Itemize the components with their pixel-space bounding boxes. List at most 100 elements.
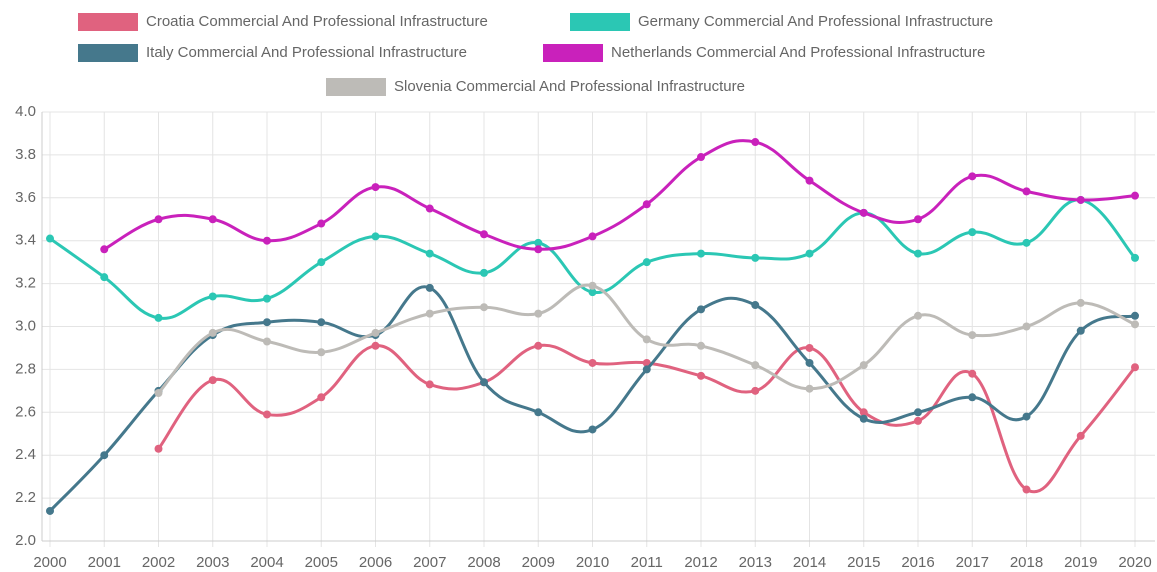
- point: [805, 358, 814, 367]
- point: [1131, 320, 1139, 329]
- point: [100, 451, 109, 460]
- point: [263, 318, 271, 327]
- x-tick-label: 2019: [1064, 554, 1097, 571]
- point: [534, 408, 543, 417]
- x-tick-label: 2001: [88, 554, 121, 571]
- legend-swatch: [78, 13, 138, 31]
- x-tick-label: 2007: [413, 554, 446, 571]
- point: [642, 335, 651, 344]
- point: [317, 219, 326, 228]
- point: [859, 208, 868, 217]
- y-tick-label: 2.2: [15, 489, 36, 506]
- point: [588, 288, 597, 297]
- point: [1131, 363, 1139, 372]
- x-tick-label: 2003: [196, 554, 229, 571]
- point: [154, 313, 163, 322]
- point: [914, 416, 922, 425]
- legend-swatch: [543, 44, 603, 62]
- point: [1131, 311, 1139, 320]
- y-tick-label: 2.6: [15, 403, 36, 420]
- point: [1076, 195, 1085, 204]
- point: [1076, 431, 1085, 440]
- point: [751, 301, 760, 310]
- point: [371, 328, 380, 337]
- x-tick-label: 2018: [1010, 554, 1043, 571]
- point: [968, 369, 977, 378]
- point: [100, 245, 109, 254]
- point: [697, 305, 705, 314]
- point: [642, 365, 651, 374]
- point: [697, 153, 705, 162]
- point: [914, 311, 922, 320]
- point: [805, 249, 814, 258]
- x-tick-label: 2004: [250, 554, 283, 571]
- point: [588, 232, 597, 241]
- point: [480, 378, 488, 387]
- y-tick-label: 3.6: [15, 189, 36, 206]
- point: [1131, 253, 1139, 262]
- point: [697, 371, 705, 380]
- point: [534, 245, 543, 254]
- point: [1076, 298, 1085, 307]
- x-tick-label: 2006: [359, 554, 392, 571]
- point: [317, 393, 326, 402]
- point: [208, 215, 217, 224]
- point: [1022, 322, 1031, 331]
- point: [263, 410, 271, 419]
- point: [263, 337, 271, 346]
- point: [1022, 238, 1031, 247]
- point: [805, 384, 814, 393]
- x-tick-label: 2017: [956, 554, 989, 571]
- x-tick-label: 2002: [142, 554, 175, 571]
- point: [968, 331, 977, 340]
- point: [859, 361, 868, 370]
- legend-swatch: [570, 13, 630, 31]
- point: [371, 341, 380, 350]
- point: [534, 309, 543, 318]
- point: [805, 343, 814, 352]
- point: [859, 414, 868, 423]
- point: [208, 292, 217, 301]
- point: [317, 258, 326, 267]
- point: [968, 393, 977, 402]
- point: [317, 318, 326, 327]
- point: [208, 328, 217, 337]
- point: [588, 425, 597, 434]
- point: [154, 215, 163, 224]
- point: [534, 341, 543, 350]
- legend-label: Italy Commercial And Professional Infras…: [146, 44, 467, 61]
- point: [263, 294, 271, 303]
- point: [208, 376, 217, 385]
- x-tick-label: 2015: [847, 554, 880, 571]
- y-tick-label: 4.0: [15, 103, 36, 120]
- y-tick-label: 3.4: [15, 232, 36, 249]
- x-tick-label: 2013: [739, 554, 772, 571]
- point: [968, 228, 977, 237]
- x-tick-label: 2009: [522, 554, 555, 571]
- point: [480, 303, 488, 312]
- y-tick-label: 3.8: [15, 146, 36, 163]
- point: [914, 249, 922, 258]
- point: [480, 268, 488, 277]
- point: [859, 408, 868, 417]
- x-tick-label: 2011: [631, 554, 663, 571]
- point: [751, 386, 760, 395]
- point: [425, 380, 434, 389]
- x-tick-label: 2020: [1118, 554, 1151, 571]
- y-tick-label: 2.8: [15, 360, 36, 377]
- point: [46, 506, 54, 515]
- point: [371, 183, 380, 192]
- point: [480, 230, 488, 239]
- point: [534, 238, 543, 247]
- legend-swatch: [326, 78, 386, 96]
- point: [697, 341, 705, 350]
- point: [642, 200, 651, 209]
- point: [425, 309, 434, 318]
- legend-label: Germany Commercial And Professional Infr…: [638, 13, 993, 30]
- point: [751, 138, 760, 147]
- point: [697, 249, 705, 258]
- point: [914, 408, 922, 417]
- point: [1022, 187, 1031, 196]
- y-tick-label: 3.2: [15, 275, 36, 292]
